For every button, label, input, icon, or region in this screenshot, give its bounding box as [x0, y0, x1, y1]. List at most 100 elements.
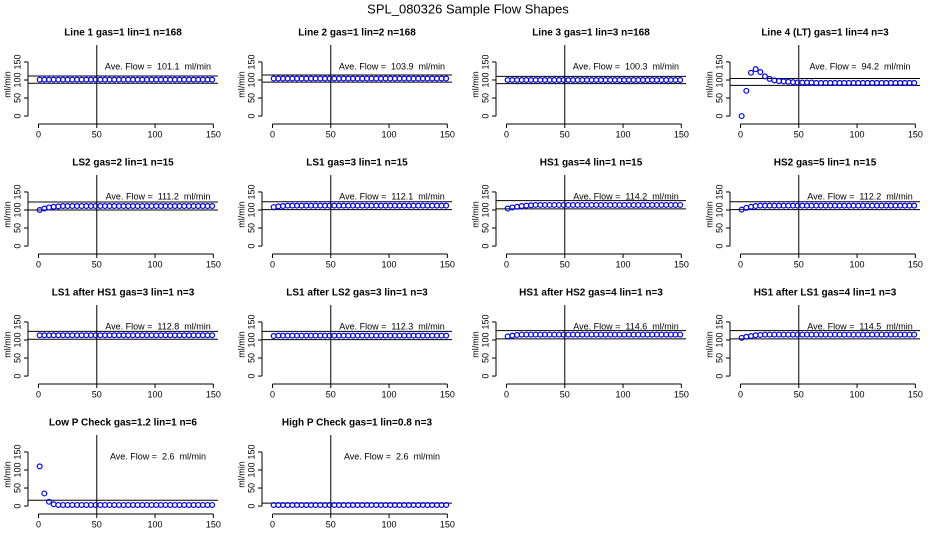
y-tick-label: 150	[246, 184, 256, 199]
x-tick-label: 150	[674, 129, 689, 139]
y-tick-label: 150	[246, 444, 256, 459]
x-tick-label: 0	[36, 519, 41, 529]
y-tick-label: 50	[12, 353, 22, 363]
y-tick-label: 150	[12, 314, 22, 329]
y-tick-label: 0	[246, 244, 256, 249]
x-tick-label: 150	[908, 129, 923, 139]
x-tick-label: 0	[36, 259, 41, 269]
data-point	[504, 333, 511, 340]
x-tick-label: 50	[326, 129, 336, 139]
panel: HS1 gas=4 lin=1 n=15 ml/min 0 50 100 150 0 50 10…	[470, 158, 688, 270]
annotation: Ave. Flow = 112.1 ml/min	[339, 191, 444, 201]
data-point	[738, 113, 745, 120]
y-tick-label: 50	[714, 223, 724, 233]
y-tick-label: 150	[480, 184, 490, 199]
figure-title: SPL_080326 Sample Flow Shapes	[367, 1, 569, 16]
panel-title: Low P Check gas=1.2 lin=1 n=6	[49, 418, 197, 429]
x-tick-label: 150	[908, 259, 923, 269]
data-point	[45, 498, 52, 505]
panel: LS2 gas=2 lin=1 n=15 ml/min 0 50 100 150 0 50 10…	[2, 158, 220, 270]
data-point	[443, 501, 450, 508]
x-tick-label: 0	[270, 389, 275, 399]
x-tick-label: 0	[36, 129, 41, 139]
panel: LS1 after LS2 gas=3 lin=1 n=3 ml/min 0 50 10…	[236, 288, 454, 400]
panel-title: LS1 gas=3 lin=1 n=15	[306, 158, 408, 169]
annotation: Ave. Flow = 112.2 ml/min	[807, 191, 912, 201]
panel-title: High P Check gas=1 lin=0.8 n=3	[282, 418, 433, 429]
panel-title: LS1 after HS1 gas=3 lin=1 n=3	[52, 288, 195, 299]
panel: HS1 after LS1 gas=4 lin=1 n=3 ml/min 0 50 10…	[704, 288, 922, 400]
x-tick-label: 50	[92, 519, 102, 529]
y-axis-label: ml/min	[2, 331, 12, 358]
data-point	[677, 201, 684, 208]
data-point	[523, 202, 530, 209]
data-point	[752, 66, 759, 73]
y-axis-label: ml/min	[236, 461, 246, 488]
y-tick-label: 0	[12, 504, 22, 509]
y-axis-label: ml/min	[470, 201, 480, 228]
data-point	[45, 204, 52, 211]
y-tick-label: 100	[480, 72, 490, 87]
y-axis-label: ml/min	[236, 71, 246, 98]
annotation: Ave. Flow = 114.5 ml/min	[807, 321, 912, 331]
y-tick-label: 50	[480, 223, 490, 233]
y-axis-label: ml/min	[704, 71, 714, 98]
data-point	[518, 203, 525, 210]
panel-title: Line 3 gas=1 lin=3 n=168	[532, 28, 650, 39]
panel: Line 2 gas=1 lin=2 n=168 ml/min 0 50 100 150 0…	[236, 28, 454, 140]
annotation: Ave. Flow = 103.9 ml/min	[339, 61, 445, 71]
data-point	[757, 331, 764, 338]
y-axis-label: ml/min	[236, 201, 246, 228]
x-tick-label: 0	[504, 389, 509, 399]
y-tick-label: 100	[714, 202, 724, 217]
x-tick-label: 100	[148, 129, 163, 139]
y-tick-label: 0	[714, 114, 724, 119]
data-point	[275, 203, 282, 210]
x-tick-label: 50	[326, 519, 336, 529]
y-axis-label: ml/min	[2, 71, 12, 98]
data-point	[677, 331, 684, 338]
x-tick-label: 0	[738, 259, 743, 269]
x-tick-label: 0	[270, 129, 275, 139]
data-point	[743, 87, 750, 94]
y-tick-label: 50	[480, 93, 490, 103]
annotation: Ave. Flow = 112.8 ml/min	[105, 321, 210, 331]
annotation: Ave. Flow = 111.2 ml/min	[106, 191, 211, 201]
y-tick-label: 0	[714, 374, 724, 379]
x-tick-label: 50	[560, 389, 570, 399]
x-tick-label: 100	[382, 519, 397, 529]
annotation: Ave. Flow = 114.2 ml/min	[573, 191, 678, 201]
y-tick-label: 100	[12, 72, 22, 87]
panel-title: Line 2 gas=1 lin=2 n=168	[298, 28, 416, 39]
data-point	[270, 204, 277, 211]
y-tick-label: 150	[714, 184, 724, 199]
x-tick-label: 50	[560, 129, 570, 139]
data-point	[677, 76, 684, 83]
y-tick-label: 100	[246, 72, 256, 87]
y-tick-label: 150	[12, 184, 22, 199]
x-tick-label: 100	[616, 259, 631, 269]
x-tick-label: 0	[738, 129, 743, 139]
data-point	[270, 333, 277, 340]
y-tick-label: 0	[480, 244, 490, 249]
y-tick-label: 50	[246, 483, 256, 493]
data-point	[780, 78, 787, 85]
y-tick-label: 0	[12, 374, 22, 379]
data-point	[747, 69, 754, 76]
x-tick-label: 50	[794, 259, 804, 269]
x-tick-label: 50	[326, 389, 336, 399]
x-tick-label: 100	[616, 389, 631, 399]
x-tick-label: 50	[326, 259, 336, 269]
x-tick-label: 50	[794, 129, 804, 139]
x-tick-label: 150	[206, 259, 221, 269]
data-point	[738, 334, 745, 341]
y-axis-label: ml/min	[470, 71, 480, 98]
panel: High P Check gas=1 lin=0.8 n=3 ml/min 0 50 1…	[236, 418, 454, 530]
y-tick-label: 150	[12, 444, 22, 459]
annotation: Ave. Flow = 2.6 ml/min	[110, 451, 206, 461]
panel: Low P Check gas=1.2 lin=1 n=6 ml/min 0 50 10…	[2, 418, 220, 530]
annotation: Ave. Flow = 101.1 ml/min	[105, 61, 211, 71]
annotation: Ave. Flow = 100.3 ml/min	[573, 61, 679, 71]
x-tick-label: 150	[206, 519, 221, 529]
y-tick-label: 0	[480, 114, 490, 119]
